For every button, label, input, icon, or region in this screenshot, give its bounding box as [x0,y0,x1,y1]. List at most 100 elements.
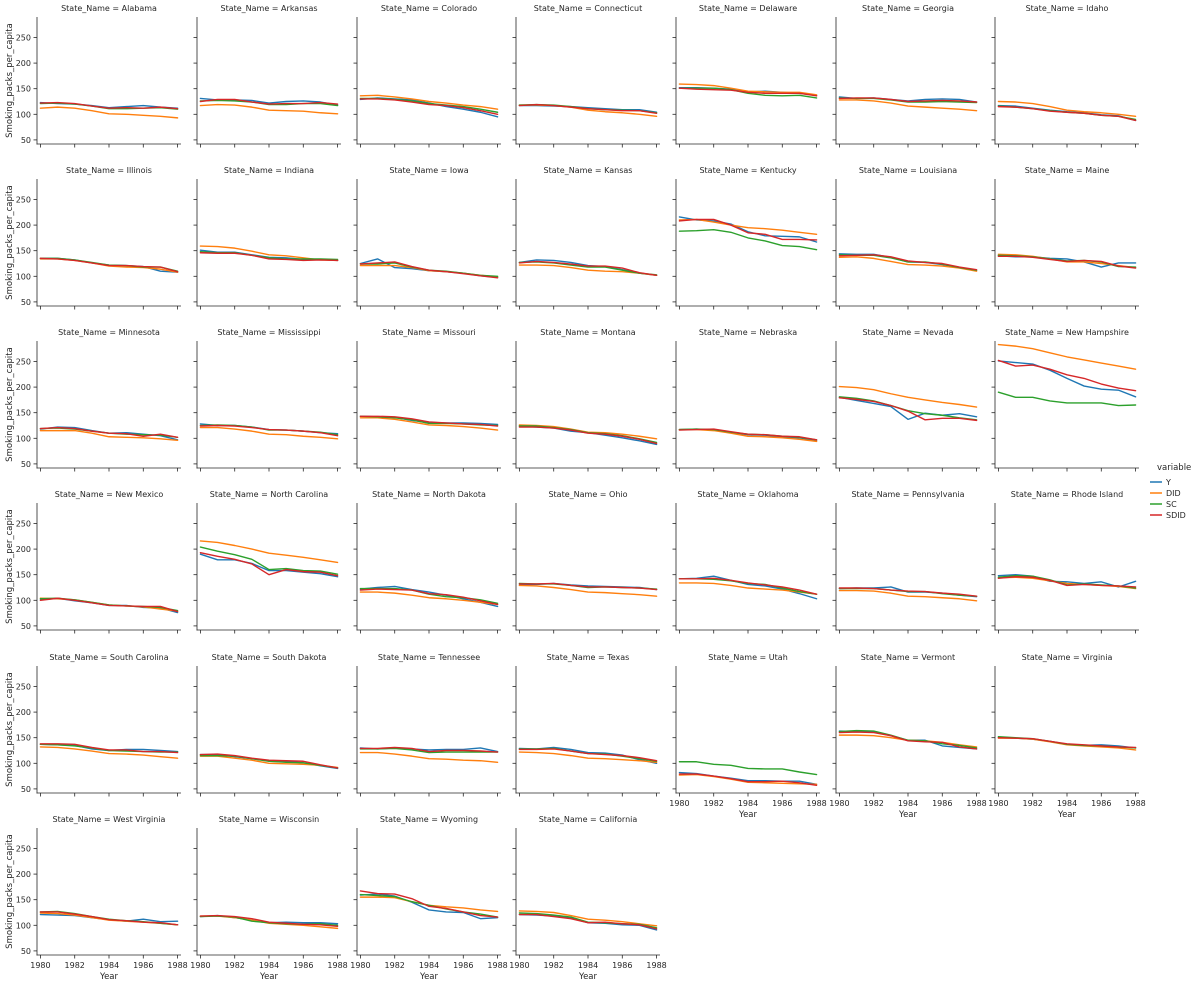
panel-title: State_Name = Indiana [224,166,314,175]
series-line-sdid [518,426,658,445]
series-line-sdid [997,255,1137,269]
panel-title: State_Name = Kentucky [699,166,796,175]
facet-panel-iowa: State_Name = Iowa [353,166,501,310]
series-line-did [199,426,339,440]
x-tick-label: 1984 [898,799,918,808]
panel-title: State_Name = Kansas [544,166,633,175]
y-tick-label: 200 [16,545,31,554]
panel-title: State_Name = Connecticut [534,4,642,13]
x-tick-label: 1984 [99,961,119,970]
series-line-did [199,540,339,564]
series-line-did [359,591,499,606]
series-line-did [838,385,978,408]
panel-title: State_Name = Georgia [862,4,954,13]
facet-panel-new-hampshire: State_Name = New Hampshire [991,328,1139,472]
series-line-sdid [39,597,179,613]
y-tick-label: 150 [16,409,31,418]
panel-title: State_Name = Tennessee [378,653,480,662]
y-tick-label: 250 [16,844,31,853]
x-tick-label: 1980 [509,961,529,970]
y-tick-label: 150 [16,734,31,743]
x-tick-label: 1986 [612,961,632,970]
x-tick-label: 1980 [669,799,689,808]
facet-panel-kentucky: State_Name = Kentucky [672,166,820,310]
series-line-did [838,99,978,112]
facet-panel-minnesota: State_Name = Minnesota 50 100 150 200 250Smok… [5,328,181,472]
y-tick-label: 50 [21,622,31,631]
series-line-sdid [199,98,339,105]
x-tick-label: 1984 [1057,799,1077,808]
x-axis-label: Year [1057,810,1077,820]
series-line-sdid [678,428,818,441]
x-tick-label: 1986 [932,799,952,808]
legend-label: SDID [1166,511,1186,520]
series-line-sdid [838,731,978,750]
facet-panel-wyoming: State_Name = Wyoming 1980 1982 1984 1986 1988… [350,815,508,982]
facet-panel-nebraska: State_Name = Nebraska [672,328,820,472]
x-tick-label: 1984 [578,961,598,970]
series-line-did [39,429,179,442]
facet-panel-virginia: State_Name = Virginia 1980 1982 1984 1986 198… [988,653,1146,820]
y-tick-label: 50 [21,136,31,145]
facet-panel-west-virginia: State_Name = West Virginia 50 100 150 200 250… [5,815,188,982]
x-tick-label: 1988 [806,799,826,808]
facet-panel-connecticut: State_Name = Connecticut [512,4,660,148]
x-tick-label: 1982 [385,961,405,970]
series-line-sdid [838,587,978,597]
series-line-did [838,589,978,602]
series-line-sdid [39,911,179,926]
y-tick-label: 250 [16,682,31,691]
panel-title: State_Name = Missouri [382,328,476,337]
series-line-sc [997,391,1137,407]
y-tick-label: 50 [21,947,31,956]
series-line-sc [678,87,818,99]
panel-title: State_Name = Delaware [699,4,797,13]
facet-panel-indiana: State_Name = Indiana [193,166,341,310]
y-tick-label: 50 [21,298,31,307]
series-line-did [359,94,499,110]
series-line-did [39,746,179,759]
panel-title: State_Name = Utah [708,653,788,662]
panel-title: State_Name = Wisconsin [219,815,320,824]
panel-title: State_Name = Idaho [1026,4,1109,13]
facet-panel-alabama: State_Name = Alabama 50 100 150 200 250Smokin… [5,4,181,148]
panel-title: State_Name = Louisiana [859,166,957,175]
panel-title: State_Name = Nebraska [699,328,797,337]
series-line-sdid [359,890,499,918]
panel-title: State_Name = North Carolina [210,490,328,499]
y-tick-label: 250 [16,33,31,42]
panel-title: State_Name = Colorado [381,4,477,13]
y-tick-label: 100 [16,110,31,119]
x-tick-label: 1988 [327,961,347,970]
series-line-did [997,576,1137,590]
facet-panel-utah: State_Name = Utah 1980 1982 1984 1986 1988 Yea… [669,653,827,820]
series-line-sdid [359,746,499,753]
x-axis-label: Year [419,972,439,982]
panel-title: State_Name = Texas [547,653,630,662]
x-tick-label: 1980 [190,961,210,970]
x-tick-label: 1988 [487,961,507,970]
facet-panel-new-mexico: State_Name = New Mexico 50 100 150 200 250Smo… [5,490,181,634]
facet-panel-tennessee: State_Name = Tennessee [353,653,501,797]
series-line-sdid [518,103,658,114]
series-line-did [997,343,1137,370]
panel-title: State_Name = Oklahoma [697,490,798,499]
x-axis-label: Year [99,972,119,982]
panel-title: State_Name = Nevada [862,328,953,337]
facet-panel-maine: State_Name = Maine [991,166,1139,310]
series-line-sc [359,893,499,918]
facet-panel-wisconsin: State_Name = Wisconsin 1980 1982 1984 1986 19… [190,815,348,982]
x-tick-label: 1982 [704,799,724,808]
series-line-sc [678,761,818,776]
x-axis-label: Year [898,810,918,820]
x-tick-label: 1982 [65,961,85,970]
series-line-sc [199,754,339,769]
panel-title: State_Name = Mississippi [217,328,320,337]
series-line-did [997,100,1137,118]
y-tick-label: 250 [16,519,31,528]
panel-title: State_Name = Rhode Island [1011,490,1123,499]
panel-title: State_Name = Vermont [861,653,955,662]
facet-panel-idaho: State_Name = Idaho [991,4,1139,148]
facet-panel-south-carolina: State_Name = South Carolina 50 100 150 200 25… [5,653,181,797]
